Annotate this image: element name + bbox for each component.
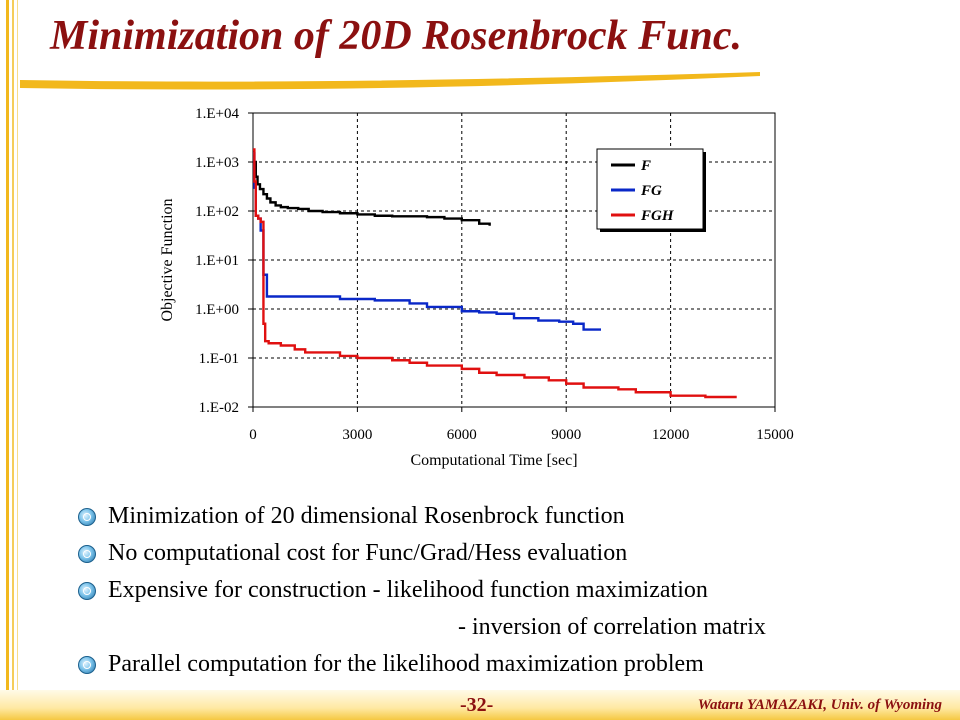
x-tick-label: 6000	[447, 427, 477, 443]
y-tick-label: 1.E-02	[199, 400, 239, 416]
x-tick-label: 9000	[551, 427, 581, 443]
bullet-text: Minimization of 20 dimensional Rosenbroc…	[108, 503, 625, 529]
bullet-text: Expensive for construction - likelihood …	[108, 577, 708, 603]
series-line-fgh	[253, 148, 737, 399]
decorative-bar-outer	[6, 0, 9, 720]
decorative-bar-thin	[17, 0, 18, 720]
legend-label: FGH	[640, 208, 675, 224]
bullet-item: - inversion of correlation matrix	[78, 609, 948, 646]
page-number: -32-	[460, 694, 494, 716]
y-tick-label: 1.E+02	[195, 204, 239, 220]
x-tick-label: 15000	[756, 427, 794, 443]
legend-label: FG	[640, 183, 662, 199]
y-tick-label: 1.E+00	[195, 302, 239, 318]
slide-title: Minimization of 20D Rosenbrock Func.	[50, 13, 742, 59]
y-tick-label: 1.E+04	[195, 106, 239, 122]
bullet-item: No computational cost for Func/Grad/Hess…	[78, 535, 948, 572]
y-tick-label: 1.E+01	[195, 253, 239, 269]
legend-label: F	[640, 158, 651, 174]
bullet-text: - inversion of correlation matrix	[458, 614, 766, 640]
bullet-text: No computational cost for Func/Grad/Hess…	[108, 540, 628, 566]
author-credit: Wataru YAMAZAKI, Univ. of Wyoming	[697, 697, 942, 713]
series-line-f	[252, 152, 491, 226]
bullet-text: Parallel computation for the likelihood …	[108, 651, 704, 677]
swirl-bullet-icon	[78, 582, 96, 600]
footer-band	[0, 690, 960, 720]
decorative-bar-inner	[12, 0, 14, 720]
x-tick-label: 12000	[652, 427, 690, 443]
y-axis-label: Objective Function	[159, 198, 176, 321]
swirl-bullet-icon	[78, 508, 96, 526]
swirl-bullet-icon	[78, 656, 96, 674]
bullet-item: Minimization of 20 dimensional Rosenbroc…	[78, 498, 948, 535]
y-tick-label: 1.E+03	[195, 155, 239, 171]
x-tick-label: 0	[249, 427, 257, 443]
swirl-bullet-icon	[78, 545, 96, 563]
bullet-item: Parallel computation for the likelihood …	[78, 646, 948, 683]
bullet-list: Minimization of 20 dimensional Rosenbroc…	[78, 498, 948, 683]
objective-function-chart: 0 3000 6000 9000 12000 15000 1.E-02 1.E-01 1.E+0…	[159, 106, 794, 469]
bullet-item: Expensive for construction - likelihood …	[78, 572, 948, 609]
title-underline	[20, 72, 760, 90]
x-tick-label: 3000	[342, 427, 372, 443]
y-tick-label: 1.E-01	[199, 351, 239, 367]
x-axis-label: Computational Time [sec]	[410, 452, 577, 469]
